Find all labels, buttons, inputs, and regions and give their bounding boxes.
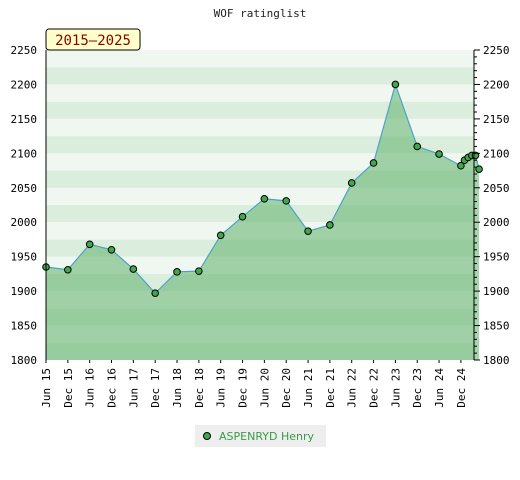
y-tick-label-right: 2150: [483, 113, 510, 126]
period-label: 2015–2025: [55, 33, 131, 49]
legend[interactable]: ASPENRYD Henry: [195, 425, 326, 447]
background-band: [46, 50, 474, 68]
x-tick-label: Dec 16: [106, 368, 119, 408]
y-tick-label-left: 2150: [11, 113, 38, 126]
data-point-Dec-15[interactable]: [64, 265, 72, 274]
data-point-Jun-17[interactable]: [129, 265, 138, 273]
data-point-Dec-20[interactable]: [282, 197, 291, 205]
x-tick-label: Jun 21: [302, 368, 315, 408]
y-tick-label-right: 1800: [483, 354, 510, 367]
y-tick-label-right: 1950: [483, 251, 510, 264]
x-tick-label: Dec 24: [455, 368, 468, 408]
x-tick-label: Jun 22: [346, 368, 359, 408]
y-tick-label-right: 1850: [483, 320, 510, 333]
x-tick-label: Jun 20: [258, 368, 271, 408]
x-axis-labels: Jun 15 Dec 15 Jun 16 Dec 16 Jun 17 Dec 17 Jun …: [40, 368, 468, 408]
x-tick-label: Jun 19: [215, 368, 228, 408]
area-layer: [46, 84, 480, 360]
x-tick-label: Jun 17: [127, 368, 140, 408]
x-tick-label: Dec 21: [324, 368, 337, 408]
x-tick-label: Dec 22: [368, 368, 381, 408]
chart-title: WOF ratinglist: [214, 7, 307, 20]
y-tick-label-left: 1950: [11, 251, 38, 264]
x-tick-label: Jun 23: [389, 368, 402, 408]
y-tick-label-left: 1900: [11, 285, 38, 298]
x-tick-label: Dec 23: [411, 368, 424, 408]
axes: [45, 49, 480, 363]
y-axis-left-labels: 1800 1850 1900 1950 2000 2050 2100 2150 2200 2250: [11, 44, 38, 367]
legend-label: ASPENRYD Henry: [219, 430, 314, 443]
data-point-Jun-21[interactable]: [304, 227, 312, 235]
x-tick-label: Jun 24: [433, 368, 446, 408]
data-point-Jun-16[interactable]: [85, 240, 94, 249]
x-tick-label: Dec 17: [149, 368, 162, 408]
data-point-Dec-21[interactable]: [326, 221, 334, 229]
data-point-Jun-19[interactable]: [216, 231, 225, 240]
y-tick-label-left: 1850: [11, 320, 38, 333]
data-point-Jun-20[interactable]: [260, 195, 269, 203]
x-tick-label: Jun 18: [171, 368, 184, 408]
period-label-box: 2015–2025: [45, 28, 141, 51]
background-band: [46, 118, 474, 137]
background-band: [46, 101, 474, 119]
background-band: [46, 84, 474, 102]
x-tick-label: Dec 18: [193, 368, 206, 408]
x-tick-label: Dec 20: [280, 368, 293, 408]
y-tick-label-left: 2250: [11, 44, 38, 57]
data-point-Jun-24[interactable]: [435, 150, 443, 158]
data-point-Dec-23[interactable]: [413, 142, 422, 151]
data-point-Dec-16[interactable]: [107, 245, 116, 254]
y-tick-label-left: 1800: [11, 354, 38, 367]
data-point-Dec-22[interactable]: [369, 159, 378, 167]
y-tick-label-left: 2000: [11, 216, 38, 229]
y-tick-label-left: 2200: [11, 78, 38, 91]
y-tick-label-left: 2050: [11, 182, 38, 195]
y-axis-right-labels: 1800 1850 1900 1950 2000 2050 2100 2150 2200 2250: [483, 44, 510, 367]
data-point-Dec-17[interactable]: [151, 289, 159, 297]
x-tick-label: Jun 15: [40, 368, 53, 408]
data-point-Dec-18[interactable]: [195, 267, 203, 275]
y-tick-label-right: 2200: [483, 78, 510, 91]
background-band: [46, 136, 474, 154]
x-tick-label: Dec 15: [62, 368, 75, 408]
series-area: [46, 84, 480, 360]
y-tick-label-right: 2050: [483, 182, 510, 195]
y-tick-label-right: 1900: [483, 285, 510, 298]
data-points: [42, 80, 483, 297]
data-point-Dec-24[interactable]: [457, 161, 465, 170]
background-band: [46, 67, 474, 85]
data-point-Jun-18[interactable]: [173, 268, 181, 276]
y-tick-label-right: 2000: [483, 216, 510, 229]
y-tick-label-right: 2100: [483, 147, 510, 160]
background-band: [46, 153, 474, 171]
x-tick-label: Dec 19: [237, 368, 250, 408]
data-point-Jun-22[interactable]: [347, 179, 356, 187]
y-tick-label-left: 2100: [11, 147, 38, 160]
data-point-Jun-23[interactable]: [391, 80, 400, 89]
x-tick-label: Jun 16: [84, 368, 97, 408]
y-tick-label-right: 2250: [483, 44, 510, 57]
legend-marker: [203, 432, 211, 440]
data-point-May-25[interactable]: [475, 165, 483, 173]
data-point-Dec-19[interactable]: [238, 212, 247, 221]
